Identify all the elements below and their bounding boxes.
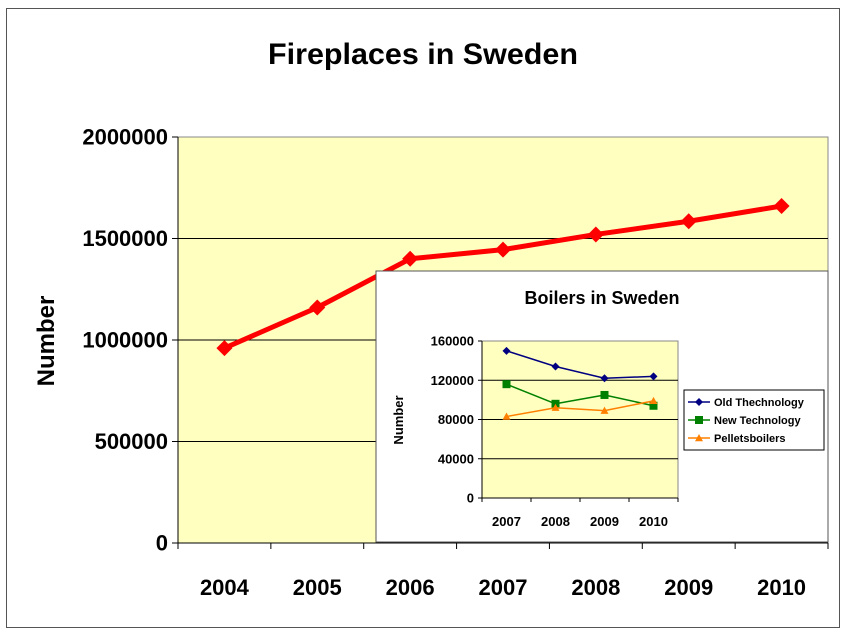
- inset-data-point: [502, 346, 511, 355]
- inset-y-tick-labels: 0 40000 80000 120000 160000: [431, 334, 474, 506]
- main-x-tick-label: 2005: [293, 575, 342, 600]
- inset-x-tick-label: 2009: [590, 514, 619, 529]
- main-y-tick-label: 1500000: [82, 226, 168, 251]
- inset-data-point: [551, 362, 560, 371]
- inset-series-line: [506, 400, 654, 418]
- main-y-axis-label: Number: [33, 296, 60, 387]
- main-data-point: [402, 250, 419, 267]
- inset-series-line: [506, 383, 654, 407]
- inset-data-point: [502, 380, 511, 389]
- main-chart-title: Fireplaces in Sweden: [268, 38, 578, 71]
- inset-y-tick-label: 40000: [438, 451, 474, 466]
- legend-swatch-marker: [695, 416, 703, 424]
- inset-series: [502, 346, 658, 420]
- main-data-point: [216, 340, 233, 357]
- legend-swatch-marker: [695, 398, 703, 406]
- main-x-tick-label: 2007: [479, 575, 528, 600]
- main-x-tick-label: 2010: [757, 575, 806, 600]
- inset-data-point: [649, 372, 658, 381]
- inset-y-axis-label: Number: [391, 395, 406, 444]
- inset-data-point: [649, 401, 658, 410]
- inset-gridlines: [478, 340, 679, 502]
- main-data-point: [773, 198, 790, 215]
- inset-legend-items: Old Thechnology New Technology Pelletsboil…: [688, 397, 805, 445]
- inset-x-tick-label: 2007: [492, 514, 521, 529]
- inset-x-tick-label: 2010: [639, 514, 668, 529]
- main-data-point: [309, 299, 326, 316]
- main-x-tick-labels: 2004 2005 2006 2007 2008 2009 2010: [200, 575, 806, 600]
- inset-y-tick-label: 120000: [431, 373, 474, 388]
- inset-data-point: [551, 403, 560, 411]
- main-y-tick-label: 500000: [95, 429, 168, 454]
- inset-x-tick-labels: 2007 2008 2009 2010: [492, 514, 668, 529]
- main-y-tick-label: 1000000: [82, 328, 168, 353]
- inset-chart: 0 40000 80000 120000 160000 2007 2008 2009 2010…: [375, 270, 829, 543]
- main-data-point: [495, 241, 511, 258]
- inset-y-tick-label: 160000: [431, 334, 474, 349]
- legend-label: Old Thechnology: [714, 397, 805, 409]
- inset-data-point: [600, 390, 609, 399]
- inset-data-point: [502, 412, 511, 420]
- inset-data-point: [600, 374, 609, 383]
- main-y-tick-label: 2000000: [82, 125, 168, 150]
- main-data-point: [587, 226, 604, 243]
- inset-series-line: [506, 350, 654, 380]
- legend-label: Pelletsboilers: [714, 433, 786, 445]
- main-y-tick-labels: 0 500000 1000000 1500000 2000000: [82, 125, 168, 556]
- inset-data-point: [649, 396, 658, 405]
- inset-chart-title: Boilers in Sweden: [524, 288, 679, 308]
- legend-swatch-marker: [695, 434, 703, 442]
- main-x-tick-label: 2008: [571, 575, 620, 600]
- main-x-tick-label: 2009: [664, 575, 713, 600]
- main-x-tick-label: 2004: [200, 575, 250, 600]
- inset-data-point: [600, 406, 609, 414]
- inset-y-tick-label: 80000: [438, 412, 474, 427]
- inset-y-tick-label: 0: [467, 491, 474, 506]
- main-x-tick-label: 2006: [386, 575, 435, 600]
- main-data-point: [680, 213, 697, 230]
- main-y-tick-label: 0: [156, 531, 168, 556]
- inset-x-tick-label: 2008: [541, 514, 570, 529]
- main-series: [216, 198, 790, 357]
- legend-label: New Technology: [714, 415, 801, 427]
